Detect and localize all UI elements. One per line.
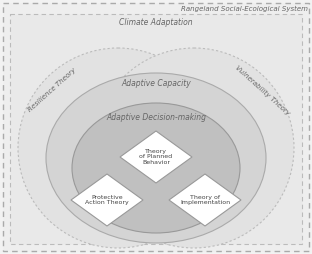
Text: Adaptive Capacity: Adaptive Capacity — [121, 80, 191, 88]
Text: Theory
of Planned
Behavior: Theory of Planned Behavior — [139, 149, 173, 165]
Ellipse shape — [94, 48, 294, 248]
Text: Theory of
Implementation: Theory of Implementation — [180, 195, 230, 205]
Text: Rangeland Social-Ecological System: Rangeland Social-Ecological System — [181, 6, 308, 12]
Ellipse shape — [46, 73, 266, 243]
FancyBboxPatch shape — [10, 14, 302, 244]
Text: Protective
Action Theory: Protective Action Theory — [85, 195, 129, 205]
Ellipse shape — [72, 103, 240, 233]
Polygon shape — [120, 131, 192, 183]
Text: Resilience Theory: Resilience Theory — [27, 67, 77, 113]
Ellipse shape — [18, 48, 218, 248]
Text: Vulnerability Theory: Vulnerability Theory — [234, 64, 290, 116]
Text: Climate Adaptation: Climate Adaptation — [119, 18, 193, 27]
Text: Adaptive Decision-making: Adaptive Decision-making — [106, 114, 206, 122]
Polygon shape — [169, 174, 241, 226]
FancyBboxPatch shape — [3, 3, 309, 251]
Polygon shape — [71, 174, 143, 226]
